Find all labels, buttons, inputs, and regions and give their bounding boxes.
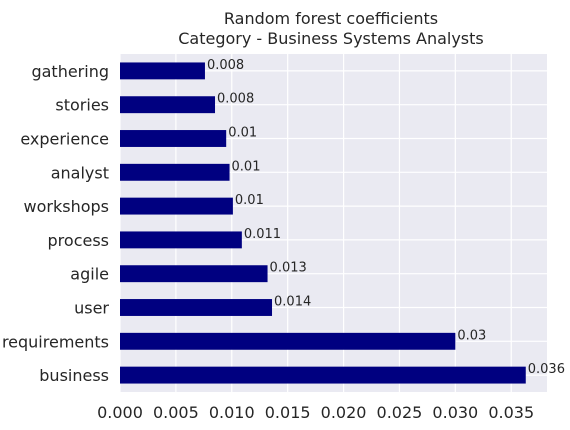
bar	[120, 366, 526, 384]
data-label: 0.01	[232, 159, 261, 174]
x-tick-label: 0.015	[265, 403, 311, 422]
bar	[120, 299, 273, 316]
data-label: 0.008	[207, 58, 244, 73]
y-tick-label: experience	[20, 130, 109, 149]
y-tick-label: business	[39, 366, 109, 385]
x-axis-ticks: 0.000 0.005 0.010 0.015 0.020 0.025 0.030 0.035	[97, 403, 534, 422]
y-tick-label: gathering	[31, 62, 109, 81]
x-tick-label: 0.035	[488, 403, 534, 422]
bars	[120, 62, 526, 384]
y-tick-label: requirements	[2, 332, 109, 351]
x-tick-label: 0.005	[153, 403, 199, 422]
y-tick-label: user	[74, 299, 109, 318]
x-tick-label: 0.020	[321, 403, 367, 422]
data-label: 0.01	[228, 126, 257, 141]
data-label: 0.013	[270, 261, 307, 276]
data-label: 0.036	[528, 362, 565, 377]
bar	[120, 163, 230, 181]
bar	[120, 231, 242, 249]
x-tick-label: 0.025	[377, 403, 423, 422]
y-tick-label: stories	[55, 96, 109, 115]
chart-title: Random forest coefficients	[224, 9, 438, 28]
x-tick-label: 0.000	[97, 403, 143, 422]
data-label: 0.03	[457, 328, 486, 343]
bar	[120, 332, 456, 350]
bar	[120, 62, 205, 80]
data-labels: 0.008 0.008 0.01 0.01 0.01 0.011 0.013 0.014 0.0…	[207, 58, 565, 377]
x-tick-label: 0.030	[432, 403, 478, 422]
y-tick-label: analyst	[51, 163, 109, 182]
data-label: 0.01	[235, 193, 264, 208]
bar	[120, 96, 216, 114]
data-label: 0.011	[244, 227, 281, 242]
y-tick-label: process	[48, 231, 109, 250]
y-axis-ticks: gathering stories experience analyst worksho…	[2, 62, 109, 385]
y-tick-label: workshops	[24, 197, 109, 216]
bar	[120, 197, 233, 215]
x-tick-label: 0.010	[209, 403, 255, 422]
bar	[120, 265, 268, 283]
bar	[120, 130, 227, 147]
data-label: 0.014	[274, 295, 311, 310]
data-label: 0.008	[217, 92, 254, 107]
chart-subtitle: Category - Business Systems Analysts	[178, 29, 484, 48]
y-tick-label: agile	[70, 265, 109, 284]
